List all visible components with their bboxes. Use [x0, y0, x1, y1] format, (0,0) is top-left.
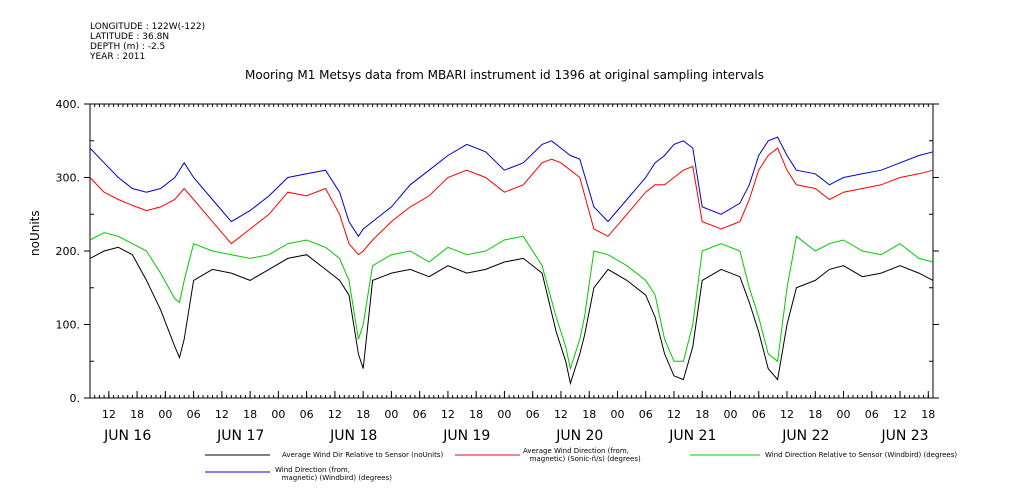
legend-label-green: Wind Direction Relative to Sensor (Windb… — [765, 451, 958, 459]
x-hour-label: 18 — [582, 408, 596, 421]
x-day-label: JUN 16 — [103, 428, 151, 444]
x-hour-label: 06 — [865, 408, 879, 421]
x-hour-label: 18 — [130, 408, 144, 421]
x-hour-label: 18 — [808, 408, 822, 421]
y-tick-label: 300. — [56, 172, 81, 185]
x-hour-label: 00 — [497, 408, 511, 421]
x-day-label: JUN 17 — [216, 428, 264, 444]
x-day-label: JUN 21 — [668, 428, 716, 444]
x-day-label: JUN 23 — [880, 428, 928, 444]
latitude-label: LATITUDE : 36.8N — [90, 32, 170, 42]
x-hour-label: 18 — [469, 408, 483, 421]
year-label: YEAR : 2011 — [90, 52, 146, 62]
x-hour-label: 12 — [893, 408, 907, 421]
x-hour-label: 12 — [780, 408, 794, 421]
chart-title: Mooring M1 Metsys data from MBARI instru… — [245, 68, 764, 82]
x-day-label: JUN 20 — [555, 428, 603, 444]
x-day-label: JUN 22 — [781, 428, 829, 444]
x-day-label: JUN 18 — [329, 428, 377, 444]
x-day-label: JUN 19 — [442, 428, 490, 444]
series-line-1 — [89, 147, 934, 256]
x-hour-label: 12 — [328, 408, 342, 421]
longitude-label: LONGITUDE : 122W(-122) — [90, 22, 206, 32]
x-hour-label: 18 — [695, 408, 709, 421]
x-hour-label: 00 — [271, 408, 285, 421]
x-hour-label: 06 — [639, 408, 653, 421]
series-line-0 — [89, 246, 934, 386]
y-tick-label: 200. — [56, 245, 81, 258]
x-hour-label: 12 — [102, 408, 116, 421]
x-hour-label: 06 — [413, 408, 427, 421]
x-hour-label: 06 — [526, 408, 540, 421]
x-hour-label: 00 — [723, 408, 737, 421]
x-hour-label: 00 — [610, 408, 624, 421]
x-hour-label: 18 — [921, 408, 935, 421]
x-hour-label: 00 — [384, 408, 398, 421]
x-hour-label: 00 — [837, 408, 851, 421]
x-hour-label: 12 — [554, 408, 568, 421]
y-tick-label: 100. — [56, 319, 81, 332]
y-tick-label: 400. — [56, 98, 81, 111]
x-hour-label: 18 — [356, 408, 370, 421]
series-line-2 — [89, 232, 934, 371]
depth-label: DEPTH (m) : -2.5 — [90, 42, 166, 52]
x-hour-label: 00 — [158, 408, 172, 421]
x-hour-label: 12 — [215, 408, 229, 421]
x-hour-label: 18 — [243, 408, 257, 421]
x-hour-label: 06 — [300, 408, 314, 421]
series-line-3 — [89, 136, 934, 238]
x-hour-label: 06 — [187, 408, 201, 421]
legend-label-blue: Wind Direction (from, magnetic) (Windbir… — [275, 466, 392, 482]
legend-label-red: Average Wind Direction (from, magnetic) … — [523, 447, 641, 463]
legend-label-black: Average Wind Dir Relative to Sensor (noU… — [282, 451, 444, 459]
x-hour-label: 06 — [752, 408, 766, 421]
x-hour-label: 12 — [667, 408, 681, 421]
x-hour-label: 12 — [441, 408, 455, 421]
y-tick-label: 0. — [70, 392, 81, 405]
